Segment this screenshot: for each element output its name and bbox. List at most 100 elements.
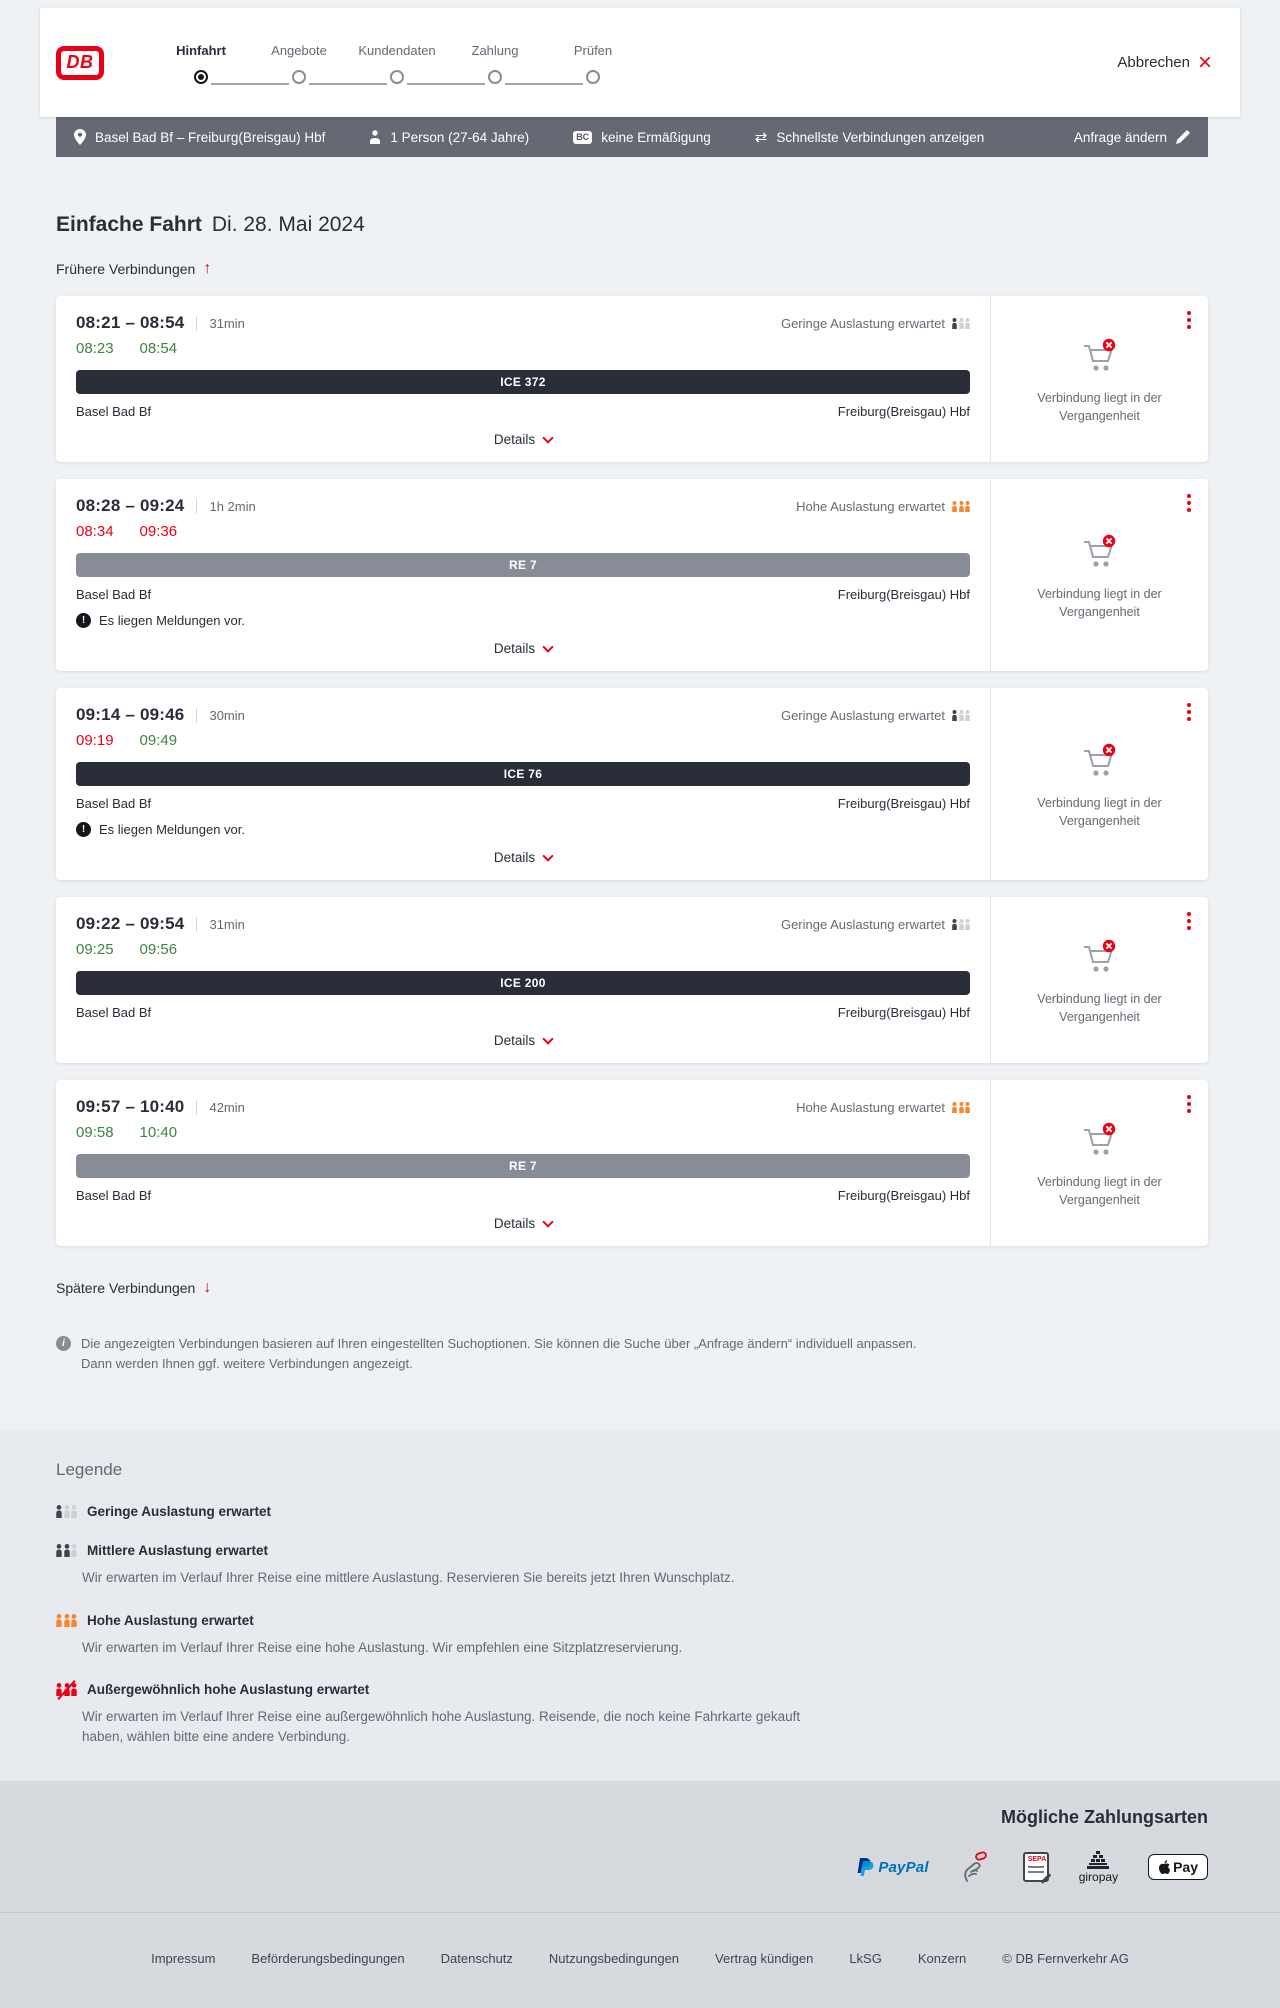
more-options-button[interactable]	[1185, 492, 1193, 514]
cart-unavailable-icon	[1079, 533, 1121, 576]
details-button[interactable]: Details	[494, 640, 554, 656]
arrow-down-icon: ↓	[203, 1279, 212, 1296]
more-options-button[interactable]	[1185, 1093, 1193, 1115]
app-header: DB Hinfahrt Angebote Kundendaten Zahlung…	[40, 8, 1240, 117]
step-angebote[interactable]: Angebote	[250, 43, 387, 85]
step-zahlung[interactable]: Zahlung	[446, 43, 583, 85]
legend-item: Mittlere Auslastung erwartet	[56, 1543, 1208, 1558]
step-dot-icon	[390, 70, 404, 84]
alert-icon: !	[76, 613, 91, 628]
step-dot-icon	[488, 70, 502, 84]
connection-main: 09:57 – 10:40 42min Hohe Auslastung erwa…	[56, 1080, 990, 1246]
occupancy-indicator: Geringe Auslastung erwartet	[781, 708, 970, 723]
details-button[interactable]: Details	[494, 1215, 554, 1231]
train-segment-bar: RE 7	[76, 553, 970, 577]
past-connection-note: Verbindung liegt in der Vergangenheit	[1037, 795, 1162, 828]
page-title: Einfache Fahrt Di. 28. Mai 2024	[56, 213, 1208, 237]
step-kundendaten[interactable]: Kundendaten	[348, 43, 485, 85]
real-arrival-time: 09:49	[139, 732, 178, 749]
step-hinfahrt[interactable]: Hinfahrt	[152, 43, 289, 85]
legend-section: Legende Geringe Auslastung erwartet Mitt…	[0, 1430, 1280, 1782]
payment-title: Mögliche Zahlungsarten	[1000, 1807, 1208, 1828]
footer-link-nutzungsbedingungen[interactable]: Nutzungsbedingungen	[548, 1951, 680, 1967]
chevron-down-icon	[542, 1215, 554, 1228]
occupancy-indicator: Hohe Auslastung erwartet	[796, 1100, 970, 1115]
train-segment-bar: ICE 200	[76, 971, 970, 995]
search-options-info: i Die angezeigten Verbindungen basieren …	[56, 1334, 1208, 1374]
arrow-up-icon: ↑	[203, 260, 212, 277]
train-segment-bar: RE 7	[76, 1154, 970, 1178]
connection-side-panel: Verbindung liegt in der Vergangenheit	[990, 897, 1208, 1063]
cart-unavailable-icon	[1079, 337, 1121, 380]
footer-link-vertrag-kuendigen[interactable]: Vertrag kündigen	[715, 1951, 814, 1967]
copyright: © DB Fernverkehr AG	[1002, 1951, 1129, 1967]
journey-type-label: Einfache Fahrt	[56, 213, 202, 236]
connection-main: 08:21 – 08:54 31min Geringe Auslastung e…	[56, 296, 990, 462]
duration: 31min	[209, 315, 245, 331]
step-dot-icon	[292, 70, 306, 84]
more-options-button[interactable]	[1185, 701, 1193, 723]
cart-unavailable-icon	[1079, 1121, 1121, 1164]
checkout-stepper: Hinfahrt Angebote Kundendaten Zahlung Pr…	[152, 41, 642, 85]
train-segment-bar: ICE 372	[76, 370, 970, 394]
more-options-button[interactable]	[1185, 309, 1193, 331]
occupancy-medium-icon	[56, 1544, 77, 1558]
arrival-station: Freiburg(Breisgau) Hbf	[837, 1005, 970, 1020]
person-icon	[370, 130, 381, 144]
connection-main: 09:22 – 09:54 31min Geringe Auslastung e…	[56, 897, 990, 1063]
arrival-station: Freiburg(Breisgau) Hbf	[837, 404, 970, 419]
bahncard-icon: BC	[573, 130, 593, 144]
step-pruefen[interactable]: Prüfen	[544, 43, 642, 84]
footer-link-impressum[interactable]: Impressum	[151, 1951, 216, 1967]
planned-times: 09:22 – 09:54	[76, 914, 185, 933]
journey-date: Di. 28. Mai 2024	[211, 213, 365, 236]
apple-icon	[1159, 1860, 1171, 1875]
bottom-band: Mögliche Zahlungsarten PayPal	[0, 1781, 1280, 2008]
details-button[interactable]: Details	[494, 431, 554, 447]
later-connections-link[interactable]: Spätere Verbindungen ↓	[56, 1279, 212, 1297]
footer-link-datenschutz[interactable]: Datenschutz	[440, 1951, 513, 1967]
connection-card: 08:28 – 09:24 1h 2min Hohe Auslastung er…	[56, 479, 1208, 671]
occupancy-high-icon	[56, 1613, 77, 1627]
connection-card: 09:14 – 09:46 30min Geringe Auslastung e…	[56, 688, 1208, 880]
connection-side-panel: Verbindung liegt in der Vergangenheit	[990, 479, 1208, 671]
connection-side-panel: Verbindung liegt in der Vergangenheit	[990, 688, 1208, 880]
edit-request-button[interactable]: Anfrage ändern	[1074, 130, 1190, 145]
legend-item: Hohe Auslastung erwartet	[56, 1613, 1208, 1628]
pencil-icon	[1176, 130, 1190, 144]
messages-note: ! Es liegen Meldungen vor.	[76, 822, 970, 837]
connection-side-panel: Verbindung liegt in der Vergangenheit	[990, 296, 1208, 462]
occupancy-low-icon	[56, 1505, 77, 1519]
footer-link-konzern[interactable]: Konzern	[917, 1951, 967, 1967]
legend-item: Geringe Auslastung erwartet	[56, 1504, 1208, 1519]
footer: Impressum Beförderungsbedingungen Datens…	[0, 1912, 1280, 2008]
details-button[interactable]: Details	[494, 849, 554, 865]
planned-times: 09:57 – 10:40	[76, 1097, 185, 1116]
real-arrival-time: 09:56	[139, 941, 178, 958]
cart-unavailable-icon	[1079, 938, 1121, 981]
sepa-direct-debit-icon: SEPA	[1022, 1852, 1052, 1885]
legend-description: Wir erwarten im Verlauf Ihrer Reise eine…	[82, 1708, 801, 1745]
footer-link-lksg[interactable]: LkSG	[849, 1951, 882, 1967]
summary-route: Basel Bad Bf – Freiburg(Breisgau) Hbf	[74, 129, 325, 145]
occupancy-icon	[952, 709, 970, 721]
legend-title: Legende	[56, 1460, 123, 1480]
swap-arrows-icon: ⇄	[754, 128, 768, 146]
cancel-button[interactable]: Abbrechen ×	[1117, 48, 1212, 76]
duration: 31min	[209, 916, 245, 932]
past-connection-note: Verbindung liegt in der Vergangenheit	[1037, 1174, 1162, 1207]
details-button[interactable]: Details	[494, 1032, 554, 1048]
apple-pay-badge: Pay	[1148, 1854, 1208, 1881]
more-options-button[interactable]	[1185, 910, 1193, 932]
earlier-connections-link[interactable]: Frühere Verbindungen ↑	[56, 260, 212, 278]
db-logo: DB	[56, 45, 104, 80]
occupancy-indicator: Geringe Auslastung erwartet	[781, 316, 970, 331]
occupancy-indicator: Geringe Auslastung erwartet	[781, 917, 970, 932]
footer-link-befoerderungsbedingungen[interactable]: Beförderungsbedingungen	[251, 1951, 405, 1967]
past-connection-note: Verbindung liegt in der Vergangenheit	[1037, 991, 1162, 1024]
search-summary-bar: Basel Bad Bf – Freiburg(Breisgau) Hbf 1 …	[56, 117, 1208, 157]
real-arrival-time: 10:40	[139, 1124, 178, 1141]
occupancy-icon	[952, 317, 970, 329]
info-icon: i	[56, 1336, 71, 1351]
summary-passengers: 1 Person (27-64 Jahre)	[369, 130, 529, 145]
